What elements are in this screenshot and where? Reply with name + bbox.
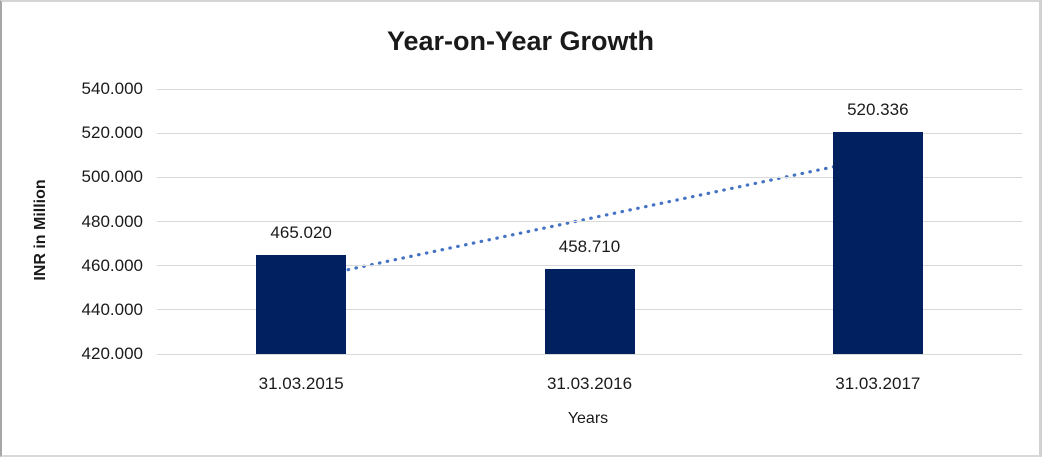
- gridline: [157, 353, 1022, 355]
- gridline: [157, 88, 1022, 90]
- gridline: [157, 265, 1022, 267]
- y-tick-label: 540.000: [81, 79, 143, 98]
- bar-data-label: 520.336: [847, 100, 909, 120]
- bar: [256, 254, 347, 354]
- gridline: [157, 221, 1022, 222]
- bar: [544, 268, 635, 354]
- y-tick-label: 480.000: [81, 211, 143, 231]
- gridline: [157, 132, 1022, 134]
- bar: [832, 132, 923, 354]
- y-tick-label: 500.000: [81, 167, 143, 187]
- bar-data-label: 458.710: [558, 236, 621, 256]
- x-tick-label: 31.03.2015: [258, 374, 344, 393]
- x-tick-label: 31.03.2017: [835, 374, 921, 393]
- trendline: [299, 155, 880, 282]
- x-axis-title: Years: [567, 410, 609, 427]
- gridline: [157, 176, 1022, 178]
- y-tick-label: 440.000: [81, 299, 143, 319]
- chart-title: Year-on-Year Growth: [386, 26, 655, 56]
- y-tick-label: 460.000: [81, 255, 143, 275]
- bar-data-label: 465.020: [270, 222, 332, 242]
- x-tick-label: 31.03.2016: [546, 374, 633, 393]
- y-tick-label: 420.000: [81, 344, 143, 363]
- y-tick-label: 520.000: [81, 123, 143, 143]
